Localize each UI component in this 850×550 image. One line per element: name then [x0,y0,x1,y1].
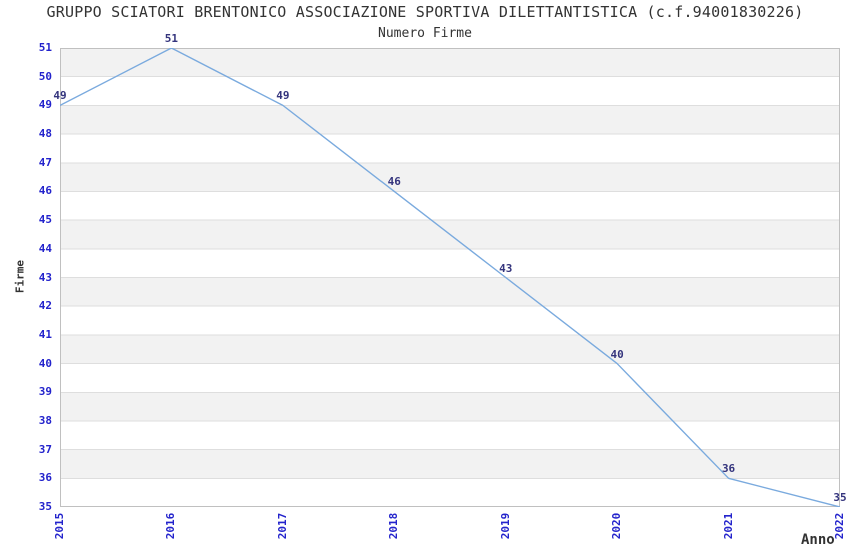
y-tick-label: 42 [38,299,52,313]
x-tick-label: 2020 [610,512,624,540]
plot-band [60,449,840,479]
x-tick-label: 2021 [721,512,735,540]
y-tick-label: 37 [38,442,52,456]
plot-band [60,48,840,77]
data-point-label: 36 [721,462,736,476]
plot-band [60,248,840,278]
y-axis-title: Firme [13,259,27,294]
plot-band [60,363,840,393]
plot-band [60,191,840,221]
data-point-label: 49 [53,89,67,103]
y-tick-label: 36 [38,471,52,485]
y-tick-label: 43 [38,270,52,284]
plot-band [60,306,840,335]
y-tick-label: 49 [38,98,52,112]
y-tick-label: 51 [38,41,52,54]
data-point-label: 40 [610,347,624,361]
plot-band [60,134,840,163]
plot-band [60,420,840,450]
y-tick-label: 48 [38,127,52,141]
data-point-label: 35 [833,491,847,504]
data-point-label: 51 [164,32,179,45]
plot-band [60,478,840,507]
y-tick-label: 44 [38,241,52,255]
plot-border [60,48,840,507]
chart-subtitle: Numero Firme [378,26,472,41]
y-tick-label: 47 [38,155,52,169]
y-tick-label: 35 [38,500,52,513]
data-point-label: 43 [499,261,513,275]
plot-area [60,48,840,507]
x-tick-label: 2018 [387,512,401,540]
y-tick-label: 45 [38,213,52,227]
plot-band [60,277,840,307]
y-tick-label: 39 [38,385,52,399]
y-tick-label: 41 [38,327,52,341]
chart-title: GRUPPO SCIATORI BRENTONICO ASSOCIAZIONE … [46,3,804,21]
plot-band [60,392,840,421]
chart-svg [60,48,840,507]
x-tick-label: 2019 [498,512,512,540]
y-tick-label: 50 [38,69,52,83]
plot-band [60,162,840,192]
y-tick-label: 38 [38,413,52,427]
y-tick-label: 46 [38,184,52,198]
plot-band [60,76,840,106]
plot-band [60,334,840,364]
data-point-label: 46 [387,175,401,189]
series-line [60,48,840,507]
plot-band [60,105,840,135]
x-tick-label: 2016 [164,512,178,540]
x-tick-label: 2017 [275,512,289,540]
x-tick-label: 2015 [53,512,66,540]
x-axis-title: Anno [801,532,835,548]
y-tick-label: 40 [38,356,52,370]
data-point-label: 49 [276,89,290,103]
